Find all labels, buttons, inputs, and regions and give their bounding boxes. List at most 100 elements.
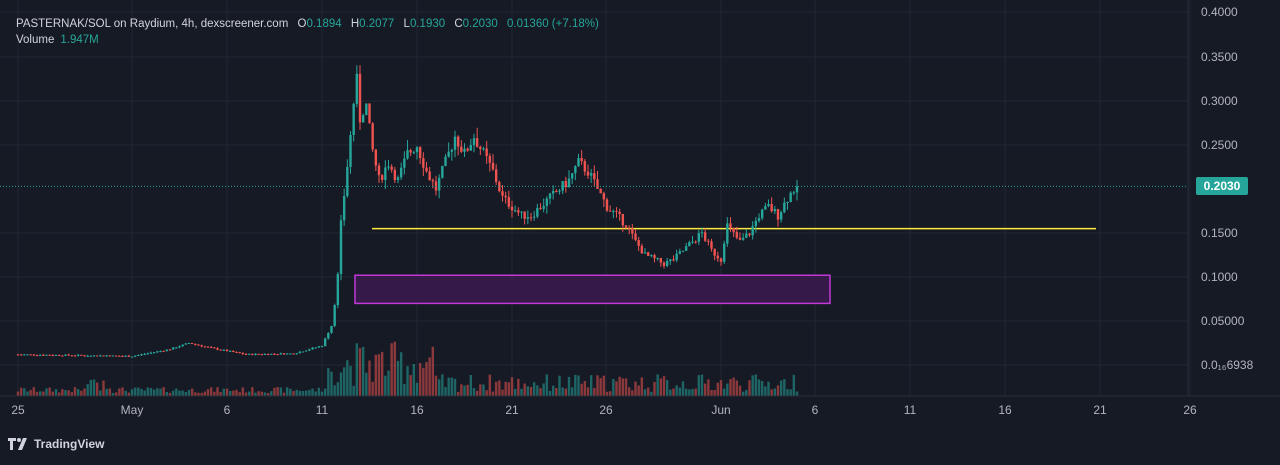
volume-bar — [498, 380, 501, 396]
candle-body — [317, 346, 321, 348]
volume-bar — [431, 346, 435, 396]
volume-row: Volume 1.947M — [16, 32, 599, 48]
candle-body — [561, 181, 564, 191]
candle-body — [105, 355, 108, 357]
volume-bar — [175, 388, 178, 396]
candle-body — [460, 146, 463, 152]
volume-bar — [488, 374, 492, 396]
candle-body — [738, 237, 742, 240]
volume-bar — [330, 371, 333, 396]
candle-body — [333, 305, 336, 326]
volume-bar — [203, 391, 207, 396]
tradingview-brand[interactable]: TradingView — [8, 434, 104, 454]
volume-bar — [336, 382, 340, 396]
volume-bar — [124, 390, 127, 396]
candle-body — [596, 179, 599, 189]
volume-bar — [390, 343, 393, 396]
volume-bar — [323, 388, 327, 396]
candle-body — [247, 353, 251, 355]
candle-body — [390, 166, 393, 170]
candle-body — [384, 167, 387, 180]
volume-bar — [266, 392, 270, 396]
volume-bar — [247, 391, 251, 396]
candle-body — [387, 166, 390, 168]
volume-bar — [574, 374, 577, 396]
volume-bar — [428, 357, 431, 396]
candle-body — [773, 209, 777, 212]
candle-body — [472, 138, 476, 146]
volume-bar — [342, 367, 346, 396]
volume-bar — [529, 386, 533, 396]
volume-bar — [694, 388, 697, 396]
time-tick-label: Jun — [711, 403, 730, 417]
candle-body — [355, 73, 359, 104]
candle-body — [23, 354, 26, 356]
price-axis[interactable]: 0.4000 0.3500 0.3000 0.2500 0.1500 0.1000 0.05… — [1201, 5, 1254, 372]
low-value: 0.1930 — [409, 18, 446, 30]
candle-body — [415, 147, 419, 153]
candle-body — [358, 73, 362, 123]
candle-body — [675, 253, 678, 261]
candle-body — [57, 354, 61, 356]
symbol-title[interactable]: PASTERNAK/SOL on Raydium, 4h, dexscreene… — [16, 18, 289, 30]
candle-body — [308, 349, 311, 351]
volume-bar — [289, 388, 292, 396]
volume-bar — [349, 365, 352, 396]
volume-bar — [491, 391, 495, 396]
volume-bar — [159, 388, 162, 396]
volume-bar — [612, 379, 615, 396]
candle-body — [783, 202, 786, 213]
tradingview-brand-label: TradingView — [34, 437, 105, 451]
volume-bar — [292, 391, 295, 396]
volume-bar — [779, 380, 783, 396]
volume-bar — [760, 381, 764, 396]
volume-bar — [187, 389, 191, 396]
candle-body — [187, 343, 191, 345]
tradingview-logo-icon — [8, 438, 30, 450]
volume-bar — [684, 388, 688, 396]
volume-bar — [295, 389, 298, 396]
demand-zone-rect[interactable] — [354, 274, 831, 305]
volume-bar — [767, 381, 770, 396]
volume-bar — [311, 388, 314, 396]
volume-bar — [206, 389, 210, 396]
time-tick-label: 6 — [812, 403, 819, 417]
volume-bar — [662, 376, 666, 396]
candle-body — [327, 332, 330, 339]
volume-bar — [745, 389, 748, 396]
candle-body — [589, 173, 593, 176]
candle-body — [517, 210, 520, 213]
candle-body — [133, 355, 137, 357]
candle-body — [298, 351, 302, 354]
volume-bar — [475, 390, 479, 396]
candle-body — [536, 207, 539, 217]
volume-bar — [374, 354, 378, 396]
time-axis[interactable]: 25 May 6 11 16 21 26 Jun 6 11 16 21 26 — [11, 403, 1197, 417]
volume-bar — [466, 384, 469, 396]
candle-body — [54, 354, 58, 356]
candle-body — [406, 150, 409, 159]
volume-bar — [127, 392, 131, 396]
volume-bar — [263, 392, 267, 396]
candle-body — [621, 214, 625, 226]
candle-body — [504, 195, 507, 198]
candle-body — [602, 193, 606, 200]
volume-bar — [171, 390, 175, 396]
candle-body — [520, 211, 523, 213]
candle-body — [634, 233, 637, 241]
volume-bar — [716, 382, 720, 396]
candle-body — [339, 220, 343, 274]
candle-body — [751, 226, 754, 236]
time-tick-label: 11 — [316, 403, 329, 417]
volume-bar — [643, 389, 647, 396]
volume-bar — [425, 362, 428, 396]
candle-body — [111, 355, 115, 357]
candle-body — [586, 171, 590, 176]
candle-body — [450, 149, 454, 152]
volume-bar — [111, 392, 115, 396]
volume-bar — [213, 391, 216, 396]
volume-bar — [551, 385, 555, 396]
